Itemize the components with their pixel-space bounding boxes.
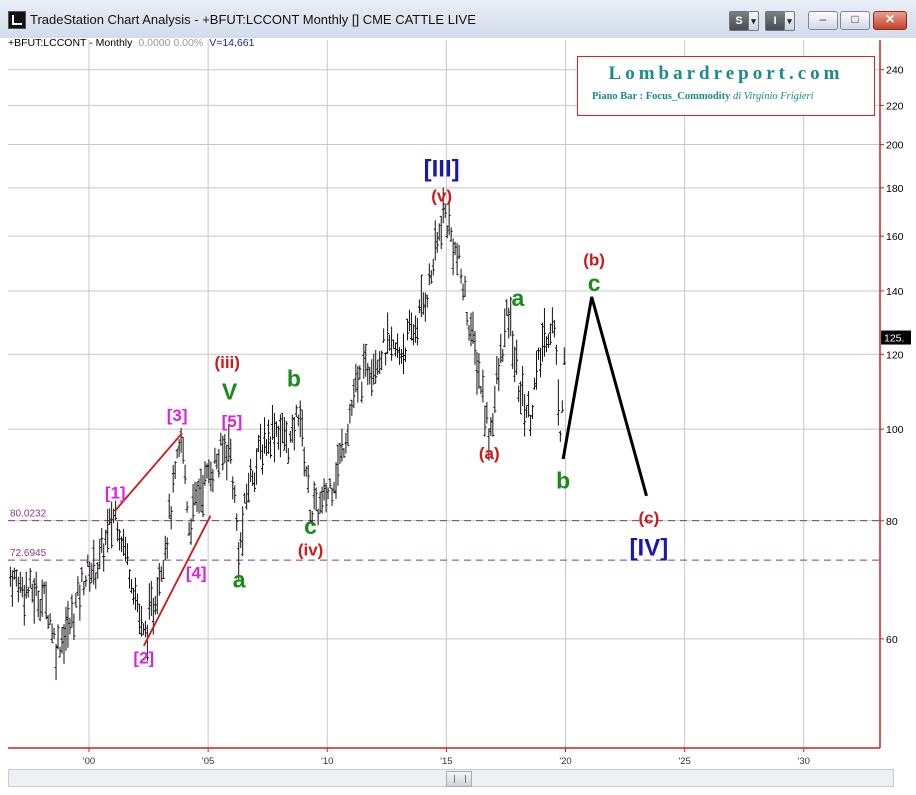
axes: 60 80 100 120 140 160 180 200 220 240 '00 '05 '10 '15… (8, 40, 911, 767)
wave-label: c (304, 513, 317, 539)
volume-label: V=14,661 (209, 37, 255, 49)
price-tick-label: 120 (886, 349, 904, 361)
title-bar: TradeStation Chart Analysis - +BFUT:LCCO… (0, 0, 916, 39)
horizontal-scrollbar[interactable] (8, 769, 894, 787)
wave-label: c (588, 270, 601, 296)
wave-labels: [1] [2] [3] [4] [5] V (iii) a b c (iv) [III] (v) a (a)… (105, 156, 668, 668)
brand-box: Lombardreport.com Piano Bar : Focus_Comm… (577, 56, 875, 116)
time-tick-label: '25 (678, 756, 690, 767)
close-button[interactable]: ✕ (873, 11, 907, 30)
scroll-thumb[interactable] (446, 771, 472, 787)
wave-label: a (233, 567, 246, 593)
maximize-button[interactable]: □ (840, 11, 870, 30)
support-levels: 80.0232 72.6945 (8, 509, 880, 561)
wave-label: [2] (133, 649, 154, 668)
price-tick-label: 160 (886, 231, 904, 243)
level-label: 80.0232 (10, 509, 47, 520)
time-tick-label: '05 (202, 756, 214, 767)
wave-label: b (287, 365, 301, 391)
wave-label: a (511, 285, 524, 311)
trend-line (143, 515, 212, 647)
projection-line (561, 296, 648, 497)
price-tick-label: 240 (886, 65, 904, 77)
chart-header: +BFUT:LCCONT - Monthly 0.0000 0.00% V=14,6… (8, 37, 254, 49)
chart-area[interactable] (0, 38, 916, 795)
wave-label: [IV] (630, 535, 669, 562)
wave-lines (114, 296, 648, 647)
wave-label: [3] (167, 406, 188, 425)
price-tick-label: 60 (886, 634, 898, 646)
wave-label: (iii) (214, 353, 240, 372)
minimize-button[interactable]: – (808, 11, 838, 30)
price-tick-label: 80 (886, 516, 898, 528)
time-tick-label: '30 (798, 756, 810, 767)
last-price-label: 125. (884, 333, 904, 345)
price-tick-label: 100 (886, 424, 904, 436)
price-bars (8, 187, 566, 681)
wave-label: (b) (583, 250, 605, 269)
brand-name: Lombardreport.com (608, 63, 844, 84)
wave-label: (a) (479, 444, 500, 463)
i-dropdown-arrow-icon[interactable]: ▾ (784, 11, 795, 31)
wave-label: (iv) (298, 541, 324, 560)
brand-author: di Virginio Frigieri (732, 91, 814, 102)
window-title: TradeStation Chart Analysis - +BFUT:LCCO… (30, 12, 476, 27)
trend-line (114, 432, 183, 512)
last-price-marker (881, 330, 911, 345)
price-tick-label: 200 (886, 140, 904, 152)
wave-label: (v) (431, 187, 452, 206)
price-tick-label: 180 (886, 183, 904, 195)
wave-label: (c) (639, 508, 660, 527)
wave-label: [4] (186, 564, 207, 583)
wave-label: [III] (424, 156, 460, 183)
time-tick-label: '10 (321, 756, 333, 767)
wave-label: [1] (105, 483, 126, 502)
grid-lines (8, 40, 880, 748)
wave-label: V (222, 378, 238, 404)
tradestation-app-icon[interactable] (8, 11, 26, 29)
price-tick-label: 140 (886, 286, 904, 298)
time-tick-label: '00 (83, 756, 95, 767)
level-label: 72.6945 (10, 548, 47, 559)
change-values: 0.0000 0.00% (138, 37, 204, 49)
price-tick-label: 220 (886, 100, 904, 112)
s-dropdown-arrow-icon[interactable]: ▾ (748, 11, 759, 31)
brand-subtitle-text: Piano Bar : Focus_Commodity (592, 91, 731, 102)
time-tick-label: '15 (440, 756, 452, 767)
wave-label: b (556, 468, 570, 494)
symbol-label: +BFUT:LCCONT - Monthly (8, 37, 133, 49)
brand-subtitle: Piano Bar : Focus_Commodity di Virginio … (592, 91, 813, 102)
time-tick-label: '20 (559, 756, 571, 767)
wave-label: [5] (222, 412, 243, 431)
